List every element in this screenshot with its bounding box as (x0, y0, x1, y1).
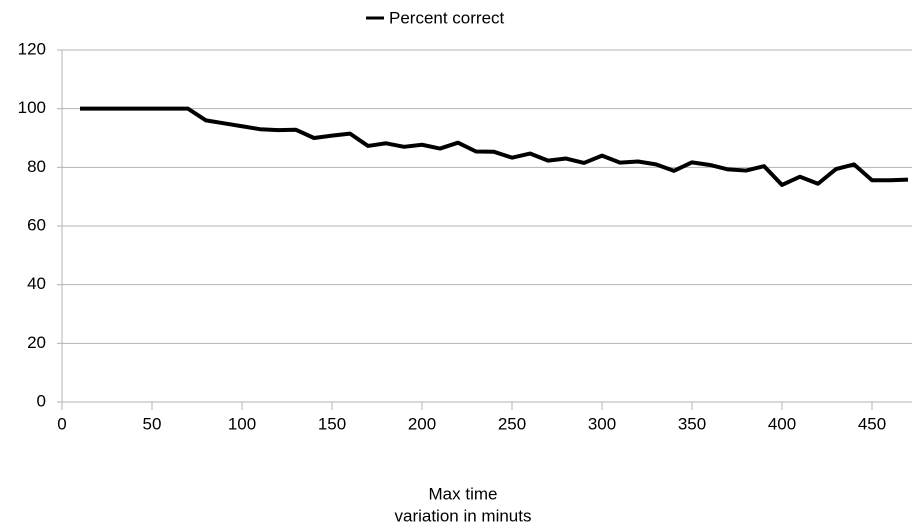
x-axis-label: variation in minuts (394, 506, 531, 525)
y-tick-label: 20 (27, 333, 46, 352)
y-tick-label: 40 (27, 274, 46, 293)
x-tick-label: 300 (588, 414, 616, 433)
x-tick-label: 250 (498, 414, 526, 433)
x-tick-label: 350 (678, 414, 706, 433)
y-tick-label: 80 (27, 157, 46, 176)
x-tick-label: 0 (57, 414, 66, 433)
y-tick-label: 0 (37, 391, 46, 410)
y-tick-label: 120 (18, 39, 46, 58)
x-tick-label: 150 (318, 414, 346, 433)
data-line (80, 106, 909, 187)
x-axis-label: Max time (429, 484, 498, 503)
x-tick-label: 450 (858, 414, 886, 433)
y-tick-label: 100 (18, 98, 46, 117)
y-tick-label: 60 (27, 215, 46, 234)
x-tick-label: 200 (408, 414, 436, 433)
legend-label: Percent correct (389, 8, 505, 27)
x-tick-label: 400 (768, 414, 796, 433)
x-tick-label: 50 (143, 414, 162, 433)
x-tick-label: 100 (228, 414, 256, 433)
